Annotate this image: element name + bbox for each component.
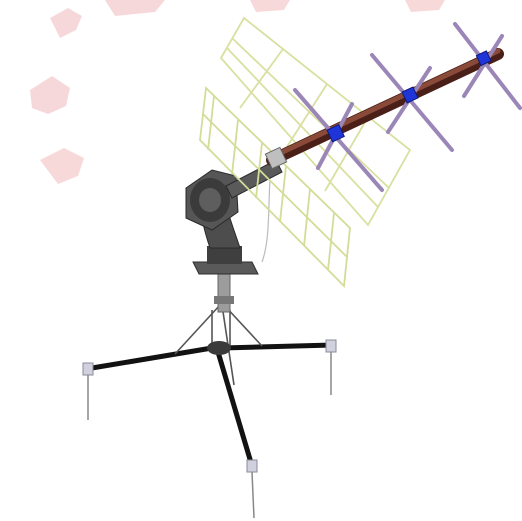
yagi-antenna-icon <box>199 16 522 288</box>
rotator-icon <box>185 159 283 275</box>
tripod-icon <box>82 273 337 519</box>
watermark-icon <box>30 0 445 184</box>
